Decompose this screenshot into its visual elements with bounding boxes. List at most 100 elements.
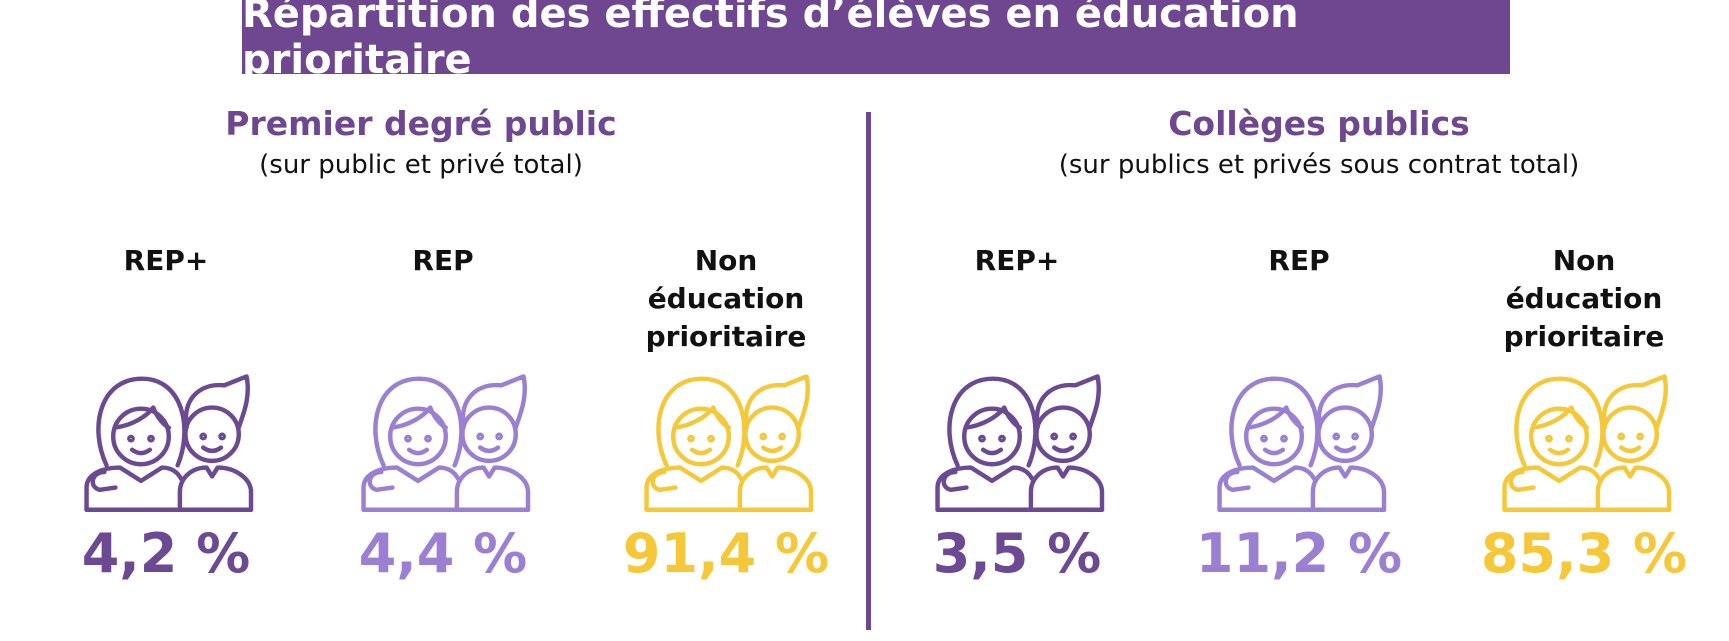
icon-part [1332, 432, 1341, 441]
icon-part [687, 434, 695, 443]
icon-part [460, 374, 527, 430]
icon-part [476, 432, 485, 441]
icon-part [390, 405, 448, 430]
icon-part [1310, 465, 1387, 512]
percentage: 11,2 % [1195, 522, 1403, 585]
title: Répartition des effectifs d’élèves en éd… [242, 0, 1510, 83]
category-label: REP+ [974, 244, 1060, 277]
icon-part [737, 465, 814, 512]
icon-part [644, 465, 744, 512]
icon-part [743, 374, 810, 430]
icon-part [671, 406, 731, 467]
icon-part [1262, 447, 1286, 456]
icon-part [962, 406, 1022, 467]
students-icon [84, 374, 254, 512]
category-label: Non éducation prioritaire [1503, 244, 1665, 353]
icon-part [84, 465, 184, 512]
percentage: 85,3 % [1480, 522, 1688, 585]
icon-part [406, 447, 430, 456]
icon-part [980, 447, 1004, 456]
icon-part [177, 465, 254, 512]
icon-part [1334, 445, 1357, 454]
icon-part [388, 406, 448, 467]
icon-part [707, 434, 715, 443]
icon-part [1223, 469, 1251, 492]
icon-part [90, 469, 118, 492]
icon-part [1595, 465, 1672, 512]
icon-part [1508, 469, 1536, 492]
icon-part [183, 405, 241, 464]
icon-part [1050, 432, 1059, 441]
icon-part [1601, 405, 1659, 464]
percentage: 3,5 % [932, 522, 1102, 585]
icon-part [201, 445, 224, 454]
icon-part [1244, 406, 1304, 467]
percentage: 91,4 % [622, 522, 830, 585]
icon-part [199, 432, 208, 441]
icon-part [941, 469, 969, 492]
divider [866, 112, 871, 630]
icon-part [1529, 406, 1589, 467]
category-label: REP+ [123, 244, 209, 277]
icon-part [1217, 465, 1317, 512]
icon-part [1316, 374, 1383, 430]
icon-part [1545, 434, 1553, 443]
icon-part [964, 405, 1022, 430]
icon-part [1617, 432, 1626, 441]
icon-part [147, 434, 155, 443]
icon-part [759, 432, 768, 441]
students-icon [1502, 374, 1672, 512]
icon-part [367, 469, 395, 492]
icon-part [1246, 405, 1304, 430]
icon-part [673, 405, 731, 430]
category-label: REP [412, 244, 474, 277]
icon-part [183, 374, 250, 430]
icon-part [998, 434, 1006, 443]
icon-part [743, 405, 801, 464]
icon-part [1052, 445, 1075, 454]
icon-part [689, 447, 713, 456]
icon-part [935, 465, 1035, 512]
icon-part [495, 432, 503, 441]
icon-part [454, 465, 531, 512]
icon-part [361, 465, 461, 512]
icon-part [1565, 434, 1573, 443]
icon-part [218, 432, 226, 441]
icon-part [404, 434, 412, 443]
icon-part [1547, 447, 1571, 456]
icon-part [778, 432, 786, 441]
icon-part [129, 447, 153, 456]
percentage: 4,4 % [358, 522, 528, 585]
icon-part [460, 405, 518, 464]
icon-part [1619, 445, 1642, 454]
icon-part [1034, 405, 1092, 464]
students-icon [1217, 374, 1387, 512]
icon-part [1028, 465, 1105, 512]
icon-part [1636, 432, 1644, 441]
icon-part [1280, 434, 1288, 443]
icon-part [113, 405, 171, 430]
icon-part [1316, 405, 1374, 464]
icon-part [1601, 374, 1668, 430]
icon-part [111, 406, 171, 467]
students-icon [644, 374, 814, 512]
icon-part [1069, 432, 1077, 441]
icon-part [761, 445, 784, 454]
icon-part [1502, 465, 1602, 512]
icon-part [650, 469, 678, 492]
icon-part [1034, 374, 1101, 430]
students-icon [935, 374, 1105, 512]
icon-part [424, 434, 432, 443]
icon-part [127, 434, 135, 443]
percentage: 4,2 % [81, 522, 251, 585]
icon-part [978, 434, 986, 443]
icon-part [1351, 432, 1359, 441]
category-label: Non éducation prioritaire [645, 244, 807, 353]
students-icon [361, 374, 531, 512]
panel-title: Collèges publics [1168, 104, 1470, 143]
icon-part [1260, 434, 1268, 443]
panel-subtitle: (sur publics et privés sous contrat tota… [1058, 150, 1580, 180]
panel-subtitle: (sur public et privé total) [259, 150, 583, 180]
